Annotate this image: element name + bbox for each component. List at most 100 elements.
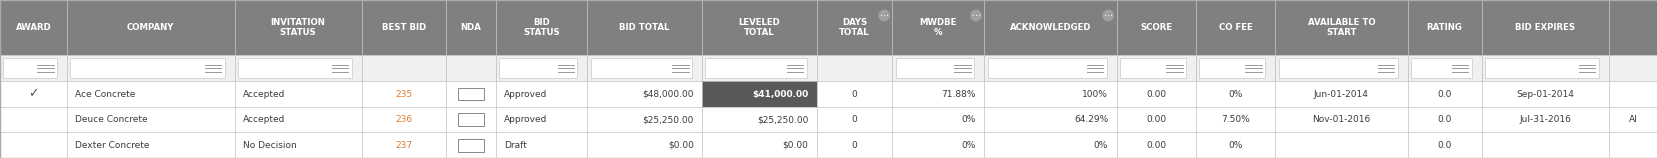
Text: 0: 0 [852,115,857,124]
Bar [1607,107,1657,132]
Bar [1481,55,1607,81]
Bar [1481,132,1607,158]
Bar [817,132,891,158]
Bar [234,107,361,132]
Text: $48,000.00: $48,000.00 [641,90,693,99]
Bar [891,55,984,81]
Bar [1274,132,1407,158]
Bar [1195,81,1274,107]
Text: Jun-01-2014: Jun-01-2014 [1312,90,1369,99]
Text: DAYS
TOTAL: DAYS TOTAL [838,18,870,37]
Text: $0.00: $0.00 [782,141,809,150]
Bar [66,0,234,55]
Bar [1481,107,1607,132]
Bar [361,0,446,55]
Bar [495,55,587,81]
Text: 0%: 0% [1228,90,1243,99]
Text: Draft: Draft [504,141,527,150]
Text: BID TOTAL: BID TOTAL [620,23,669,32]
Text: 7.50%: 7.50% [1221,115,1249,124]
Bar [1481,0,1607,55]
Bar [1195,0,1274,55]
Bar [891,132,984,158]
Bar [446,107,495,132]
Text: Approved: Approved [504,115,547,124]
Bar [1115,132,1195,158]
Bar [499,58,577,78]
Text: 0%: 0% [961,115,976,124]
Text: 0%: 0% [1094,141,1107,150]
Text: 0.00: 0.00 [1145,90,1165,99]
Bar [1115,0,1195,55]
Bar [701,55,817,81]
Bar [234,81,361,107]
Text: 0%: 0% [961,141,976,150]
Text: BID
STATUS: BID STATUS [524,18,560,37]
Text: RATING: RATING [1425,23,1461,32]
Bar [1274,81,1407,107]
Text: Jul-31-2016: Jul-31-2016 [1518,115,1571,124]
Bar [457,113,484,126]
Bar [1274,55,1407,81]
Text: INVITATION
STATUS: INVITATION STATUS [270,18,325,37]
Bar [587,81,701,107]
Text: Deuce Concrete: Deuce Concrete [75,115,147,124]
Bar [495,81,587,107]
Text: 64.29%: 64.29% [1074,115,1107,124]
Bar [701,107,817,132]
Bar [1198,58,1264,78]
Bar [587,55,701,81]
Bar [361,132,446,158]
Bar [495,0,587,55]
Bar [446,0,495,55]
Text: ✓: ✓ [28,88,38,101]
Bar [66,55,234,81]
Text: Approved: Approved [504,90,547,99]
Bar [817,107,891,132]
Bar [1407,0,1481,55]
Bar [70,58,224,78]
Text: LEVELED
TOTAL: LEVELED TOTAL [737,18,780,37]
Text: CO FEE: CO FEE [1218,23,1251,32]
Bar [361,107,446,132]
Bar [361,55,446,81]
Bar [66,81,234,107]
Text: ⋯: ⋯ [1104,11,1112,20]
Text: 0.0: 0.0 [1437,90,1452,99]
Bar [1607,0,1657,55]
Bar [1115,81,1195,107]
Text: 0: 0 [852,90,857,99]
Bar [457,88,484,100]
Bar [1115,55,1195,81]
Bar [891,0,984,55]
Bar [1410,58,1471,78]
Text: BID EXPIRES: BID EXPIRES [1514,23,1574,32]
Bar [891,107,984,132]
Bar [66,107,234,132]
Bar [817,0,891,55]
Bar [1118,58,1185,78]
Bar [1274,107,1407,132]
Bar [984,132,1115,158]
Text: Al: Al [1627,115,1637,124]
Bar [701,81,817,107]
Text: No Decision: No Decision [242,141,297,150]
Bar [587,132,701,158]
Bar [0,0,66,55]
Text: $0.00: $0.00 [668,141,693,150]
Text: $25,250.00: $25,250.00 [757,115,809,124]
Text: ⋯: ⋯ [880,11,888,20]
Bar [1278,58,1397,78]
Text: Accepted: Accepted [242,90,285,99]
Bar [988,58,1105,78]
Bar [66,132,234,158]
Text: Dexter Concrete: Dexter Concrete [75,141,149,150]
Text: Accepted: Accepted [242,115,285,124]
Bar [1195,55,1274,81]
Bar [237,58,351,78]
Text: Sep-01-2014: Sep-01-2014 [1514,90,1572,99]
Text: BEST BID: BEST BID [381,23,426,32]
Bar [1115,107,1195,132]
Text: SCORE: SCORE [1140,23,1171,32]
Bar [984,107,1115,132]
